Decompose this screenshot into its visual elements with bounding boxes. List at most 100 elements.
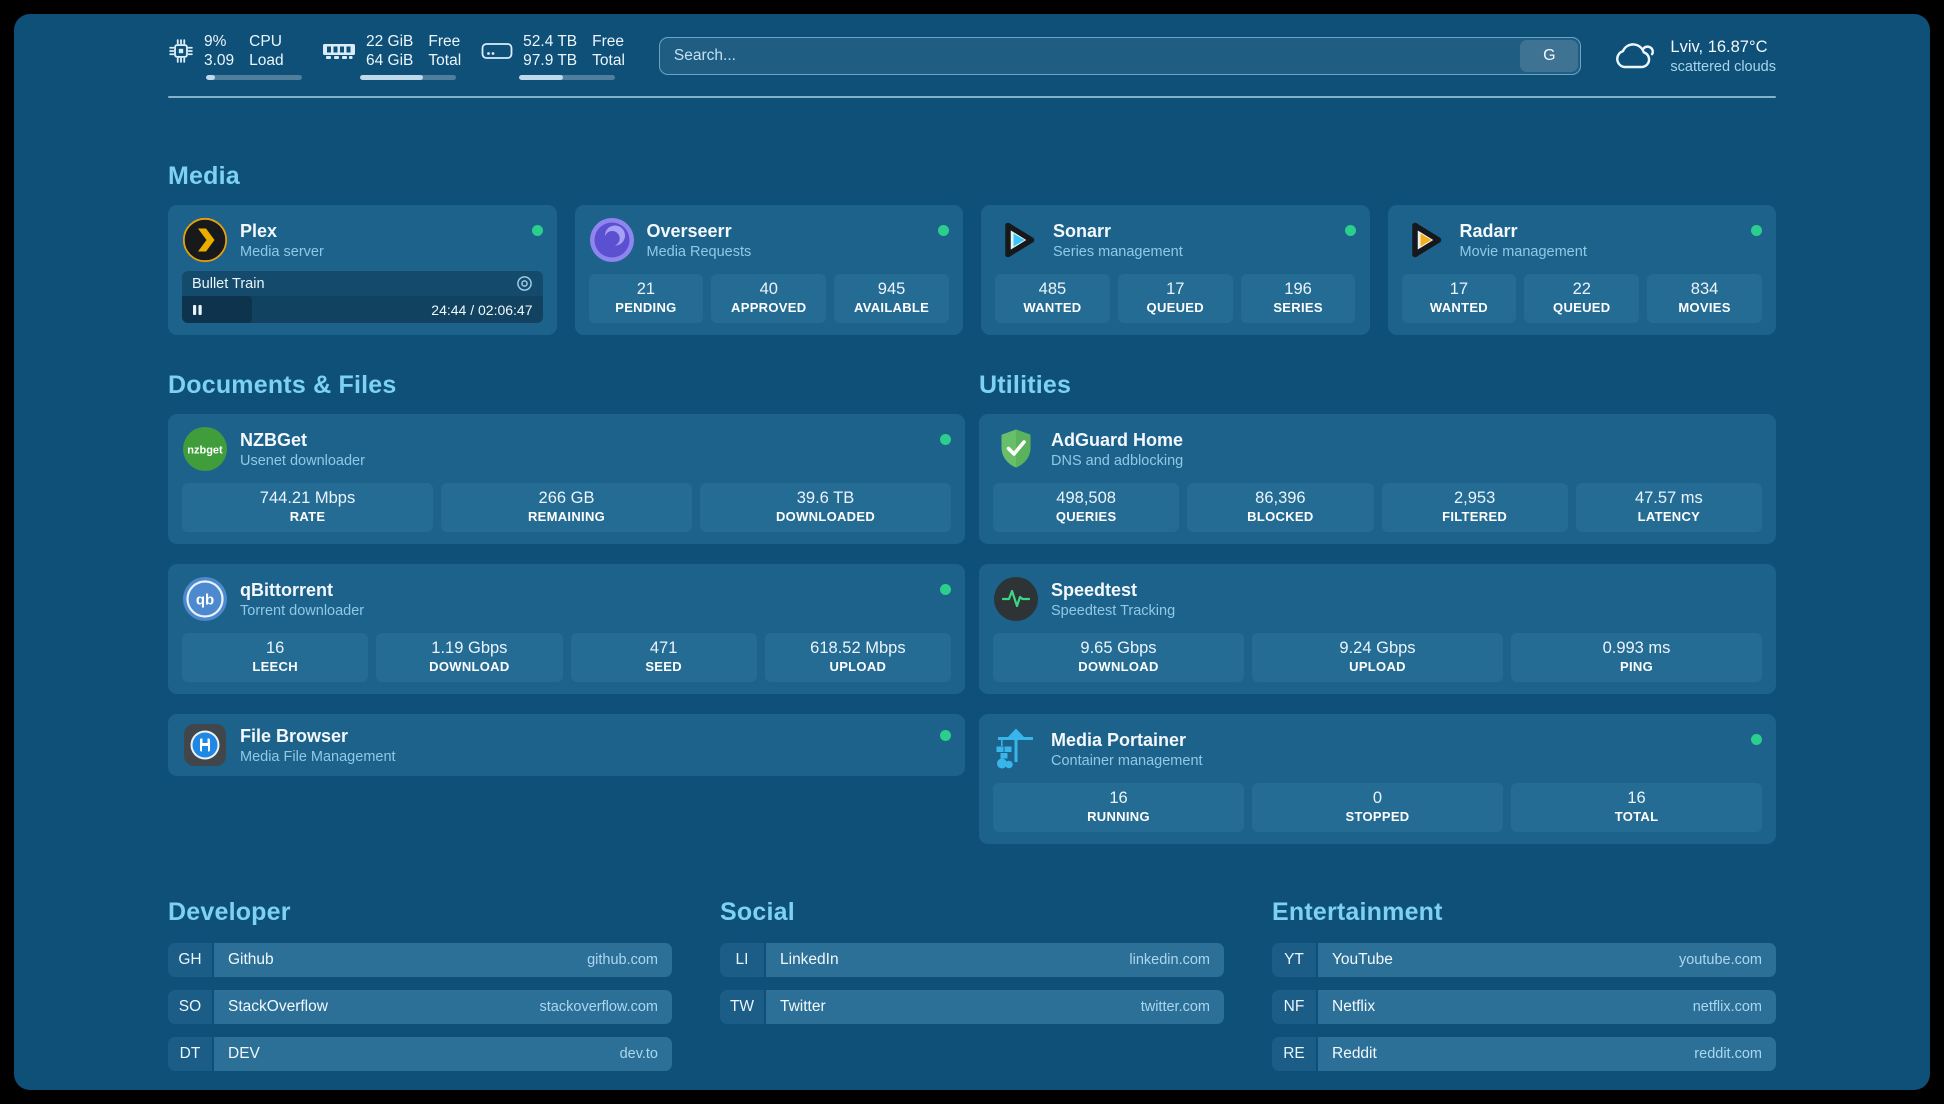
bookmark-abbr: YT: [1272, 943, 1316, 977]
resource-disk: 52.4 TB 97.9 TB Free Total: [481, 32, 625, 80]
nzbget-logo-text: nzbget: [187, 445, 223, 457]
section-title-developer: Developer: [168, 898, 291, 926]
service-card-qbittorrent[interactable]: qb qBittorrent Torrent downloader 16 LEE…: [168, 564, 965, 694]
service-name: NZBGet: [240, 429, 307, 450]
service-card-filebrowser[interactable]: File Browser Media File Management: [168, 714, 965, 776]
stat-tile: 196 SERIES: [1240, 274, 1356, 323]
service-description: Usenet downloader: [240, 452, 365, 469]
resource-value: 64 GiB: [366, 52, 414, 69]
service-description: Speedtest Tracking: [1051, 602, 1176, 619]
bookmark-reddit[interactable]: RE Reddit reddit.com: [1272, 1037, 1776, 1071]
status-dot: [1751, 225, 1762, 236]
stat-tile: 39.6 TB DOWNLOADED: [700, 483, 951, 532]
cloud-icon: [1611, 38, 1657, 74]
stat-tile: 17 WANTED: [1401, 274, 1517, 323]
service-name: Sonarr: [1053, 220, 1112, 241]
disk-usage-bar: [519, 75, 616, 80]
dashboard-page: 9% 3.09 CPU Load: [14, 14, 1930, 1090]
cpu-usage-bar: [206, 75, 302, 80]
stat-tile: 40 APPROVED: [711, 274, 827, 323]
bookmark-twitter[interactable]: TW Twitter twitter.com: [720, 990, 1224, 1024]
service-card-media-portainer[interactable]: Media Portainer Container management 16 …: [979, 714, 1776, 844]
resource-cpu: 9% 3.09 CPU Load: [168, 32, 302, 80]
stat-tile: 2,953 FILTERED: [1381, 483, 1568, 532]
service-name: AdGuard Home: [1051, 429, 1184, 450]
status-dot: [531, 225, 543, 236]
bookmark-abbr: DT: [168, 1037, 212, 1071]
bookmark-abbr: NF: [1272, 990, 1316, 1024]
service-card-radarr[interactable]: Radarr Movie management 17 WANTED 22 QUE…: [1387, 205, 1776, 335]
overseerr-icon: [589, 217, 635, 263]
bookmark-abbr: LI: [720, 943, 764, 977]
stat-tile: 744.21 Mbps RATE: [182, 483, 433, 532]
search-bar[interactable]: G: [658, 37, 1582, 75]
stat-tile: 945 AVAILABLE: [834, 274, 949, 323]
stat-tile: 9.24 Gbps UPLOAD: [1252, 633, 1503, 682]
memory-icon: [322, 39, 356, 63]
section-title-utilities: Utilities: [979, 371, 1072, 399]
portainer-crane-icon: [993, 726, 1039, 772]
service-name: Overseerr: [646, 220, 732, 241]
bookmark-url: twitter.com: [1140, 999, 1210, 1015]
bookmark-abbr: TW: [720, 990, 764, 1024]
service-description: Series management: [1053, 243, 1183, 260]
bookmark-name: Netflix: [1332, 998, 1376, 1015]
stat-tile: 485 WANTED: [995, 274, 1110, 323]
target-icon[interactable]: [516, 275, 533, 292]
bookmark-github[interactable]: GH Github github.com: [168, 943, 672, 977]
bookmark-url: dev.to: [619, 1046, 658, 1062]
radarr-icon: [1402, 217, 1448, 263]
resource-value: 22 GiB: [366, 33, 414, 50]
service-description: Container management: [1051, 752, 1203, 769]
stat-tile: 0 STOPPED: [1252, 783, 1503, 832]
resource-label: Total: [592, 52, 625, 69]
service-description: Media server: [240, 243, 324, 260]
pause-icon[interactable]: [192, 304, 203, 316]
status-dot: [938, 225, 949, 236]
bookmark-url: reddit.com: [1694, 1046, 1762, 1062]
stat-tile: 834 MOVIES: [1647, 274, 1762, 323]
stat-tile: 17 QUEUED: [1117, 274, 1233, 323]
service-description: DNS and adblocking: [1051, 452, 1184, 469]
stat-tile: 471 SEED: [570, 633, 757, 682]
service-card-speedtest[interactable]: Speedtest Speedtest Tracking 9.65 Gbps D…: [979, 564, 1776, 694]
service-description: Media File Management: [240, 748, 396, 765]
service-card-nzbget[interactable]: nzbget NZBGet Usenet downloader 744.21 M…: [168, 414, 965, 544]
stat-tile: 0.993 ms PING: [1511, 633, 1762, 682]
playback-progress-bar[interactable]: 24:44 / 02:06:47: [182, 296, 543, 323]
filebrowser-icon: [182, 722, 228, 768]
bookmark-url: youtube.com: [1678, 952, 1762, 968]
resource-label: Free: [592, 33, 625, 50]
resource-memory: 22 GiB 64 GiB Free Total: [322, 32, 461, 80]
status-dot: [1751, 734, 1762, 745]
service-name: Radarr: [1459, 220, 1518, 241]
service-card-sonarr[interactable]: Sonarr Series management 485 WANTED 17 Q…: [981, 205, 1370, 335]
bookmark-netflix[interactable]: NF Netflix netflix.com: [1272, 990, 1776, 1024]
status-dot: [940, 730, 951, 741]
cpu-icon: [168, 38, 194, 64]
plex-now-playing: Bullet Train 24:44 / 02:06:47: [182, 263, 543, 323]
resource-label: Total: [428, 52, 462, 69]
bookmark-youtube[interactable]: YT YouTube youtube.com: [1272, 943, 1776, 977]
search-provider-button[interactable]: G: [1520, 40, 1579, 72]
bookmark-dev[interactable]: DT DEV dev.to: [168, 1037, 672, 1071]
stat-tile: 618.52 Mbps UPLOAD: [764, 633, 951, 682]
search-input[interactable]: [659, 47, 1581, 65]
status-dot: [940, 584, 951, 595]
weather-widget: Lviv, 16.87°C scattered clouds: [1611, 38, 1776, 75]
qbittorrent-logo-text: qb: [196, 592, 214, 609]
stat-tile: 22 QUEUED: [1524, 274, 1640, 323]
section-title-entertainment: Entertainment: [1272, 898, 1443, 926]
adguard-shield-icon: [993, 426, 1039, 472]
status-dot: [940, 434, 951, 445]
bookmark-linkedin[interactable]: LI LinkedIn linkedin.com: [720, 943, 1224, 977]
bookmark-name: Reddit: [1332, 1045, 1377, 1062]
service-card-plex[interactable]: Plex Media server Bullet Train: [168, 205, 557, 335]
weather-location: Lviv, 16.87°C: [1670, 37, 1768, 56]
service-card-adguard-home[interactable]: AdGuard Home DNS and adblocking 498,508 …: [979, 414, 1776, 544]
resource-widgets: 9% 3.09 CPU Load: [168, 32, 625, 80]
stat-tile: 498,508 QUERIES: [993, 483, 1180, 532]
bookmark-stackoverflow[interactable]: SO StackOverflow stackoverflow.com: [168, 990, 672, 1024]
bookmark-name: DEV: [228, 1045, 260, 1062]
service-card-overseerr[interactable]: Overseerr Media Requests 21 PENDING 40 A…: [574, 205, 963, 335]
